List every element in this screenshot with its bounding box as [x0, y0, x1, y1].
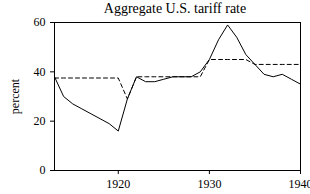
svg-text:1920: 1920	[106, 177, 130, 191]
svg-text:1940: 1940	[289, 177, 310, 191]
svg-text:20: 20	[34, 114, 46, 128]
svg-text:0: 0	[40, 163, 46, 177]
html-text:Aggregate U.S. tariff rate: Aggregate U.S. tariff rate	[103, 1, 247, 16]
svg-text:60: 60	[34, 18, 46, 29]
svg-text:1930: 1930	[197, 177, 221, 191]
svg-text:percent: percent	[8, 78, 22, 114]
svg-text:40: 40	[34, 65, 46, 79]
